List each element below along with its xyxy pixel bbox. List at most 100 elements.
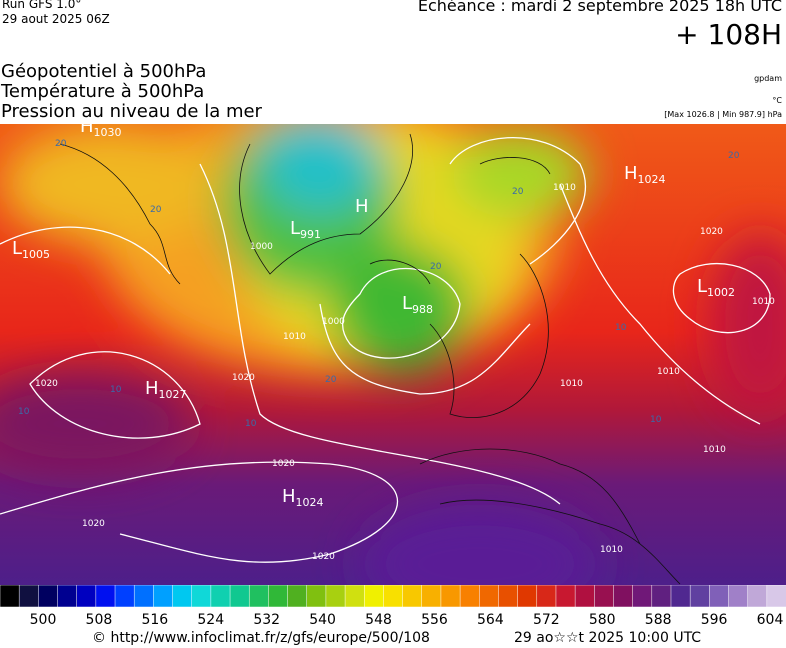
pressure-center: H1030 bbox=[80, 124, 122, 139]
colorbar-label: 572 bbox=[533, 612, 560, 628]
colorbar-label: 580 bbox=[589, 612, 616, 628]
isobar-label: 1000 bbox=[322, 317, 345, 327]
isobar-label: 1010 bbox=[600, 545, 623, 555]
colorbar-cell bbox=[479, 585, 500, 607]
field-2: Température à 500hPa bbox=[1, 81, 205, 102]
pressure-center: H1024 bbox=[282, 486, 324, 509]
temperature-label: 10 bbox=[650, 415, 662, 425]
colorbar-cell bbox=[153, 585, 174, 607]
center-letter: H bbox=[80, 124, 94, 137]
isobar-label: 1010 bbox=[283, 332, 306, 342]
colorbar-cell bbox=[728, 585, 749, 607]
temperature-label: 10 bbox=[18, 407, 30, 417]
isobar-label: 1000 bbox=[250, 242, 273, 252]
colorbar-label: 548 bbox=[365, 612, 392, 628]
colorbar-cell bbox=[133, 585, 155, 607]
center-value: 1030 bbox=[94, 126, 122, 139]
isobar-label: 1020 bbox=[82, 519, 105, 529]
center-value: 1024 bbox=[638, 173, 666, 186]
isobar-label: 1020 bbox=[272, 459, 295, 469]
colorbar-cell bbox=[57, 585, 78, 607]
colorbar-label: 540 bbox=[309, 612, 336, 628]
generated: 29 ao☆☆t 2025 10:00 UTC bbox=[514, 630, 702, 646]
field-1: Géopotentiel à 500hPa bbox=[1, 61, 207, 82]
colorbar-cell bbox=[766, 585, 786, 607]
temperature-label: 10 bbox=[245, 419, 257, 429]
colorbar-cell bbox=[594, 585, 615, 607]
isobar-label: 1020 bbox=[232, 373, 255, 383]
colorbar-cell bbox=[747, 585, 768, 607]
colorbar-cell bbox=[689, 585, 711, 607]
field-3: Pression au niveau de la mer bbox=[1, 101, 262, 122]
colorbar-label: 516 bbox=[141, 612, 168, 628]
isobar-label: 1010 bbox=[560, 379, 583, 389]
colorbar-label: 588 bbox=[645, 612, 672, 628]
center-letter: L bbox=[697, 276, 707, 297]
isobar-label: 1010 bbox=[553, 183, 576, 193]
pressure-center: H1024 bbox=[624, 163, 666, 186]
temperature-label: 20 bbox=[430, 262, 442, 272]
center-letter: H bbox=[355, 196, 369, 217]
center-value: 1024 bbox=[296, 496, 324, 509]
temperature-label: 10 bbox=[110, 385, 122, 395]
pressure-center: L1005 bbox=[12, 238, 50, 261]
run: Run GFS 1.0° bbox=[2, 0, 82, 11]
colorbar-cell bbox=[613, 585, 634, 607]
isobar-label: 1010 bbox=[657, 367, 680, 377]
pressure-center: L991 bbox=[290, 218, 321, 241]
source: © http://www.infoclimat.fr/z/gfs/europe/… bbox=[92, 630, 430, 646]
colorbar-cell bbox=[95, 585, 116, 607]
colorbar-cell bbox=[229, 585, 250, 607]
center-value: 988 bbox=[412, 303, 433, 316]
center-letter: L bbox=[12, 238, 22, 259]
colorbar-cell bbox=[402, 585, 423, 607]
colorbar-cell bbox=[383, 585, 404, 607]
colorbar-cell bbox=[421, 585, 442, 607]
colorbar-cell bbox=[498, 585, 519, 607]
colorbar-cell bbox=[440, 585, 461, 607]
colorbar-cell bbox=[248, 585, 270, 607]
colorbar-cell bbox=[114, 585, 135, 607]
colorbar-label: 532 bbox=[253, 612, 280, 628]
colorbar-cell bbox=[0, 585, 20, 607]
temperature-label: 20 bbox=[55, 139, 67, 149]
colorbar-label: 564 bbox=[477, 612, 504, 628]
colorbar-cell bbox=[18, 585, 40, 607]
valid-time: Echéance : mardi 2 septembre 2025 18h UT… bbox=[417, 0, 782, 15]
temperature-label: 10 bbox=[615, 323, 627, 333]
colorbar-cell bbox=[287, 585, 308, 607]
colorbar-label: 524 bbox=[197, 612, 224, 628]
unit: °C bbox=[772, 96, 782, 105]
isobar-label: 1010 bbox=[752, 297, 775, 307]
colorbar-cell bbox=[325, 585, 346, 607]
pressure-center: L988 bbox=[402, 293, 433, 316]
unit: [Max 1026.8 | Min 987.9] hPa bbox=[664, 110, 782, 119]
map: H1030L1005L991HL988H1024L1002H1027H10241… bbox=[0, 124, 786, 586]
colorbar-label: 604 bbox=[757, 612, 784, 628]
pressure-center: L1002 bbox=[697, 276, 735, 299]
lead-time: + 108H bbox=[675, 18, 782, 51]
isobar-label: 1020 bbox=[312, 552, 335, 562]
temperature-label: 20 bbox=[512, 187, 524, 197]
center-letter: H bbox=[282, 486, 296, 507]
isobar-label: 1020 bbox=[700, 227, 723, 237]
center-value: 1027 bbox=[159, 388, 187, 401]
center-letter: H bbox=[624, 163, 638, 184]
temperature-label: 20 bbox=[150, 205, 162, 215]
colorbar-cell bbox=[172, 585, 193, 607]
colorbar-cell bbox=[191, 585, 212, 607]
pressure-center: H1027 bbox=[145, 378, 187, 401]
isobar-label: 1020 bbox=[35, 379, 58, 389]
colorbar-cell bbox=[210, 585, 231, 607]
run-date: 29 aout 2025 06Z bbox=[2, 12, 110, 26]
colorbar-cell bbox=[344, 585, 365, 607]
colorbar-cell bbox=[363, 585, 385, 607]
center-letter: L bbox=[402, 293, 412, 314]
temperature-label: 20 bbox=[325, 375, 337, 385]
center-letter: H bbox=[145, 378, 159, 399]
colorbar-cell bbox=[651, 585, 672, 607]
isobar-label: 1010 bbox=[703, 445, 726, 455]
colorbar-cell bbox=[306, 585, 327, 607]
colorbar-cell bbox=[555, 585, 576, 607]
